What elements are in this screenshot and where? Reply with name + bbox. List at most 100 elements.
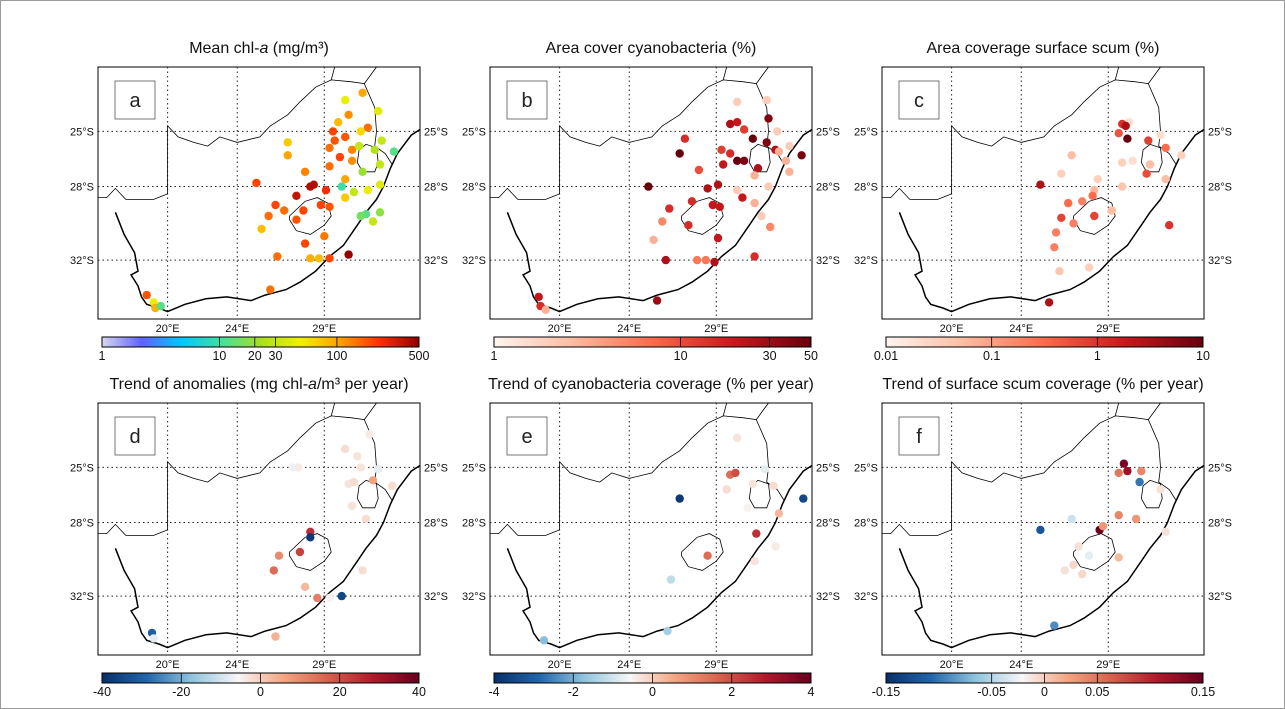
colorbar-tick-label: -0.05 — [977, 685, 1006, 699]
data-point — [748, 134, 757, 143]
zimbabwe-border — [1114, 67, 1120, 81]
eswatini-border — [748, 479, 771, 509]
data-point — [1060, 566, 1070, 575]
data-point — [739, 125, 749, 134]
data-point — [1145, 160, 1155, 169]
lat-label-left: 32°S — [462, 255, 486, 267]
data-point — [269, 566, 278, 575]
panel-label-box — [506, 416, 548, 456]
colorbar-tick-label: 20 — [333, 685, 347, 699]
data-point — [675, 149, 684, 158]
data-point — [710, 257, 719, 267]
lat-label-left: 25°S — [854, 462, 878, 474]
data-point — [750, 557, 759, 566]
colorbar-tick-label: 0.15 — [1191, 685, 1215, 699]
panel-b: Area cover cyanobacteria (%) b 25°S 25°S 28°… — [462, 40, 840, 363]
lat-label-left: 28°S — [462, 182, 486, 194]
lesotho-border — [1073, 533, 1116, 571]
colorbar-tick-label: 0 — [257, 685, 264, 699]
data-point — [370, 145, 379, 154]
data-point — [1067, 151, 1076, 160]
data-point — [356, 463, 365, 472]
lon-label: 29°E — [704, 323, 728, 335]
data-point — [687, 197, 697, 206]
data-point — [1078, 197, 1087, 206]
colorbar-tick-label: 10 — [1196, 349, 1210, 363]
mozambique-border — [363, 67, 377, 84]
data-point — [1051, 228, 1061, 237]
national-border — [882, 415, 1177, 536]
data-point — [1098, 522, 1108, 531]
panel-d: Trend of anomalies (mg chl-a/m³ per year… — [70, 376, 448, 699]
data-point — [713, 233, 723, 243]
data-point — [1084, 551, 1094, 560]
lat-label-left: 25°S — [462, 126, 486, 138]
data-point — [764, 114, 773, 123]
data-point — [388, 481, 397, 490]
coastline — [114, 464, 420, 649]
data-point — [316, 200, 325, 210]
colorbar-tick-label: 40 — [412, 685, 426, 699]
panel-label-box — [898, 416, 940, 456]
data-point — [341, 132, 350, 142]
panel-label: e — [521, 426, 532, 448]
data-point — [748, 479, 757, 489]
data-point — [358, 167, 367, 176]
data-point — [774, 147, 784, 156]
colorbar — [493, 336, 812, 348]
colorbar-tick-label: -2 — [568, 685, 579, 699]
data-point — [764, 182, 773, 191]
lat-label-right: 32°S — [424, 255, 448, 267]
data-point — [1050, 243, 1059, 252]
colorbar-tick-label: 0.1 — [983, 349, 1000, 363]
data-point — [658, 217, 667, 226]
data-point — [762, 138, 771, 147]
data-point — [1114, 468, 1123, 478]
title-part: (mg/m³) — [268, 40, 328, 57]
lat-label-left: 32°S — [70, 591, 94, 603]
data-point — [142, 290, 151, 300]
data-point — [295, 547, 305, 557]
lon-label: 20°E — [548, 323, 572, 335]
panel-a: Mean chl-a (mg/m³)a25°S 25°S28°S 28°S32°S 3… — [70, 40, 448, 363]
data-point — [341, 444, 350, 454]
zimbabwe-border — [330, 67, 336, 81]
lat-label-right: 25°S — [816, 126, 840, 138]
data-point — [283, 151, 292, 160]
eswatini-border — [1140, 479, 1163, 509]
data-point — [771, 542, 780, 551]
lat-label-right: 32°S — [816, 255, 840, 267]
data-point — [1036, 525, 1045, 535]
data-point — [1090, 211, 1099, 221]
colorbar-tick-label: 30 — [763, 349, 777, 363]
data-point — [703, 184, 712, 193]
panel-label: f — [916, 426, 922, 448]
data-point — [1121, 121, 1130, 131]
lat-label-right: 32°S — [1208, 591, 1232, 603]
lat-label-right: 32°S — [424, 591, 448, 603]
colorbar-tick-label: 50 — [804, 349, 818, 363]
colorbar-tick-label: -4 — [488, 685, 499, 699]
data-point — [292, 215, 301, 224]
eswatini-border — [748, 143, 771, 173]
data-point — [661, 255, 670, 265]
data-point — [785, 167, 794, 176]
panel-title: Area cover cyanobacteria (%) — [546, 40, 757, 57]
zimbabwe-border — [1114, 403, 1120, 417]
lat-label-right: 28°S — [816, 182, 840, 194]
data-point — [694, 165, 704, 175]
lat-label-right: 28°S — [1208, 182, 1232, 194]
map-content — [490, 403, 812, 655]
data-point — [1069, 560, 1078, 570]
lon-label: 20°E — [940, 323, 964, 335]
lon-label: 20°E — [156, 323, 180, 335]
map-content — [98, 403, 420, 655]
data-point — [750, 198, 759, 208]
data-point — [149, 634, 158, 643]
lat-label-right: 32°S — [816, 591, 840, 603]
lat-label-left: 28°S — [70, 518, 94, 530]
data-point — [299, 206, 308, 215]
data-point — [733, 156, 742, 165]
map-content — [882, 403, 1204, 655]
